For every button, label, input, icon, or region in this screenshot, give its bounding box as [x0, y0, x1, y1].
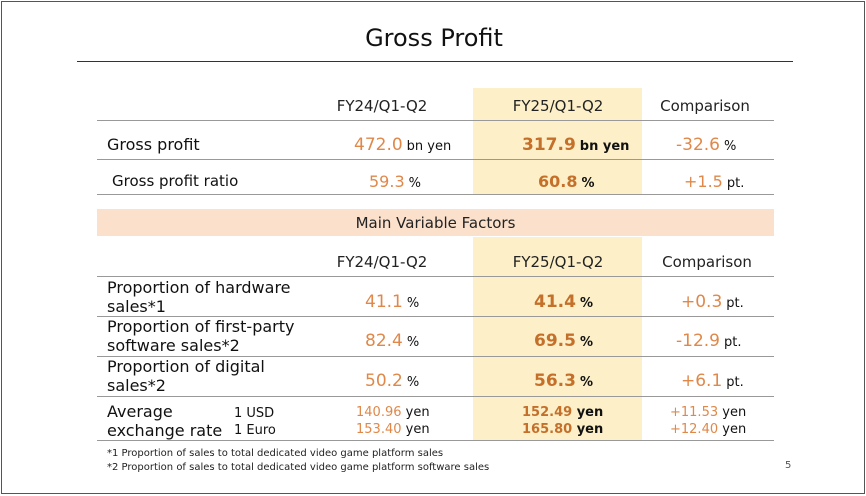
digital-sales-comparison: +6.1 pt. [681, 371, 744, 391]
first-party-software-fy24: 82.4% [365, 331, 420, 351]
row-divider [97, 276, 774, 277]
col-header-fy24: FY24/Q1-Q2 [336, 253, 428, 271]
page-number: 5 [785, 460, 792, 471]
gross-profit-fy24: 472.0 bn yen [354, 135, 452, 155]
gross-profit-ratio-fy24: 59.3% [369, 172, 421, 191]
col-header-comparison: Comparison [662, 253, 752, 271]
fy25-highlight-bottom [473, 237, 642, 441]
hardware-sales-fy25: 41.4% [534, 292, 593, 312]
footnote-1: *1 Proportion of sales to total dedicate… [107, 448, 444, 459]
row-label-first-party-software-sales: Proportion of first-party software sales*… [107, 317, 295, 355]
col-header-fy25: FY25/Q1-Q2 [512, 97, 604, 115]
hardware-sales-comparison: +0.3 pt. [681, 292, 744, 312]
row-divider [97, 120, 774, 121]
row-divider [97, 356, 774, 357]
col-header-comparison: Comparison [660, 97, 750, 115]
row-divider [97, 316, 774, 317]
first-party-software-comparison: -12.9 pt. [676, 331, 742, 351]
row-label-average-exchange-rate: Average exchange rate [107, 402, 223, 440]
digital-sales-fy24: 50.2% [365, 371, 420, 391]
row-label-gross-profit: Gross profit [107, 135, 200, 154]
fx-fy25: 152.49 yen 165.80 yen [522, 405, 604, 437]
title-divider [77, 61, 793, 62]
gross-profit-ratio-fy25: 60.8% [538, 172, 595, 191]
page-title: Gross Profit [365, 24, 503, 52]
first-party-software-fy25: 69.5% [534, 331, 593, 351]
row-divider [97, 440, 774, 441]
gross-profit-comparison: -32.6% [676, 135, 737, 155]
section-header-main-variable-factors: Main Variable Factors [97, 209, 774, 236]
gross-profit-fy25: 317.9 bn yen [522, 135, 630, 155]
row-divider [97, 159, 774, 160]
col-header-fy25: FY25/Q1-Q2 [512, 253, 604, 271]
gross-profit-ratio-comparison: +1.5 pt. [684, 172, 745, 191]
hardware-sales-fy24: 41.1% [365, 292, 420, 312]
footnote-2: *2 Proportion of sales to total dedicate… [107, 462, 490, 473]
digital-sales-fy25: 56.3% [534, 371, 593, 391]
row-divider [97, 194, 774, 195]
row-label-digital-sales: Proportion of digital sales*2 [107, 357, 265, 395]
col-header-fy24: FY24/Q1-Q2 [336, 97, 428, 115]
fx-comparison: +11.53 yen +12.40 yen [670, 405, 747, 437]
fx-currency-labels: 1 USD 1 Euro [234, 406, 276, 438]
row-label-hardware-sales: Proportion of hardware sales*1 [107, 278, 291, 316]
row-label-gross-profit-ratio: Gross profit ratio [112, 172, 239, 190]
fy25-highlight-top [473, 88, 642, 194]
fx-fy24: 140.96 yen 153.40 yen [356, 405, 430, 437]
row-divider [97, 396, 774, 397]
